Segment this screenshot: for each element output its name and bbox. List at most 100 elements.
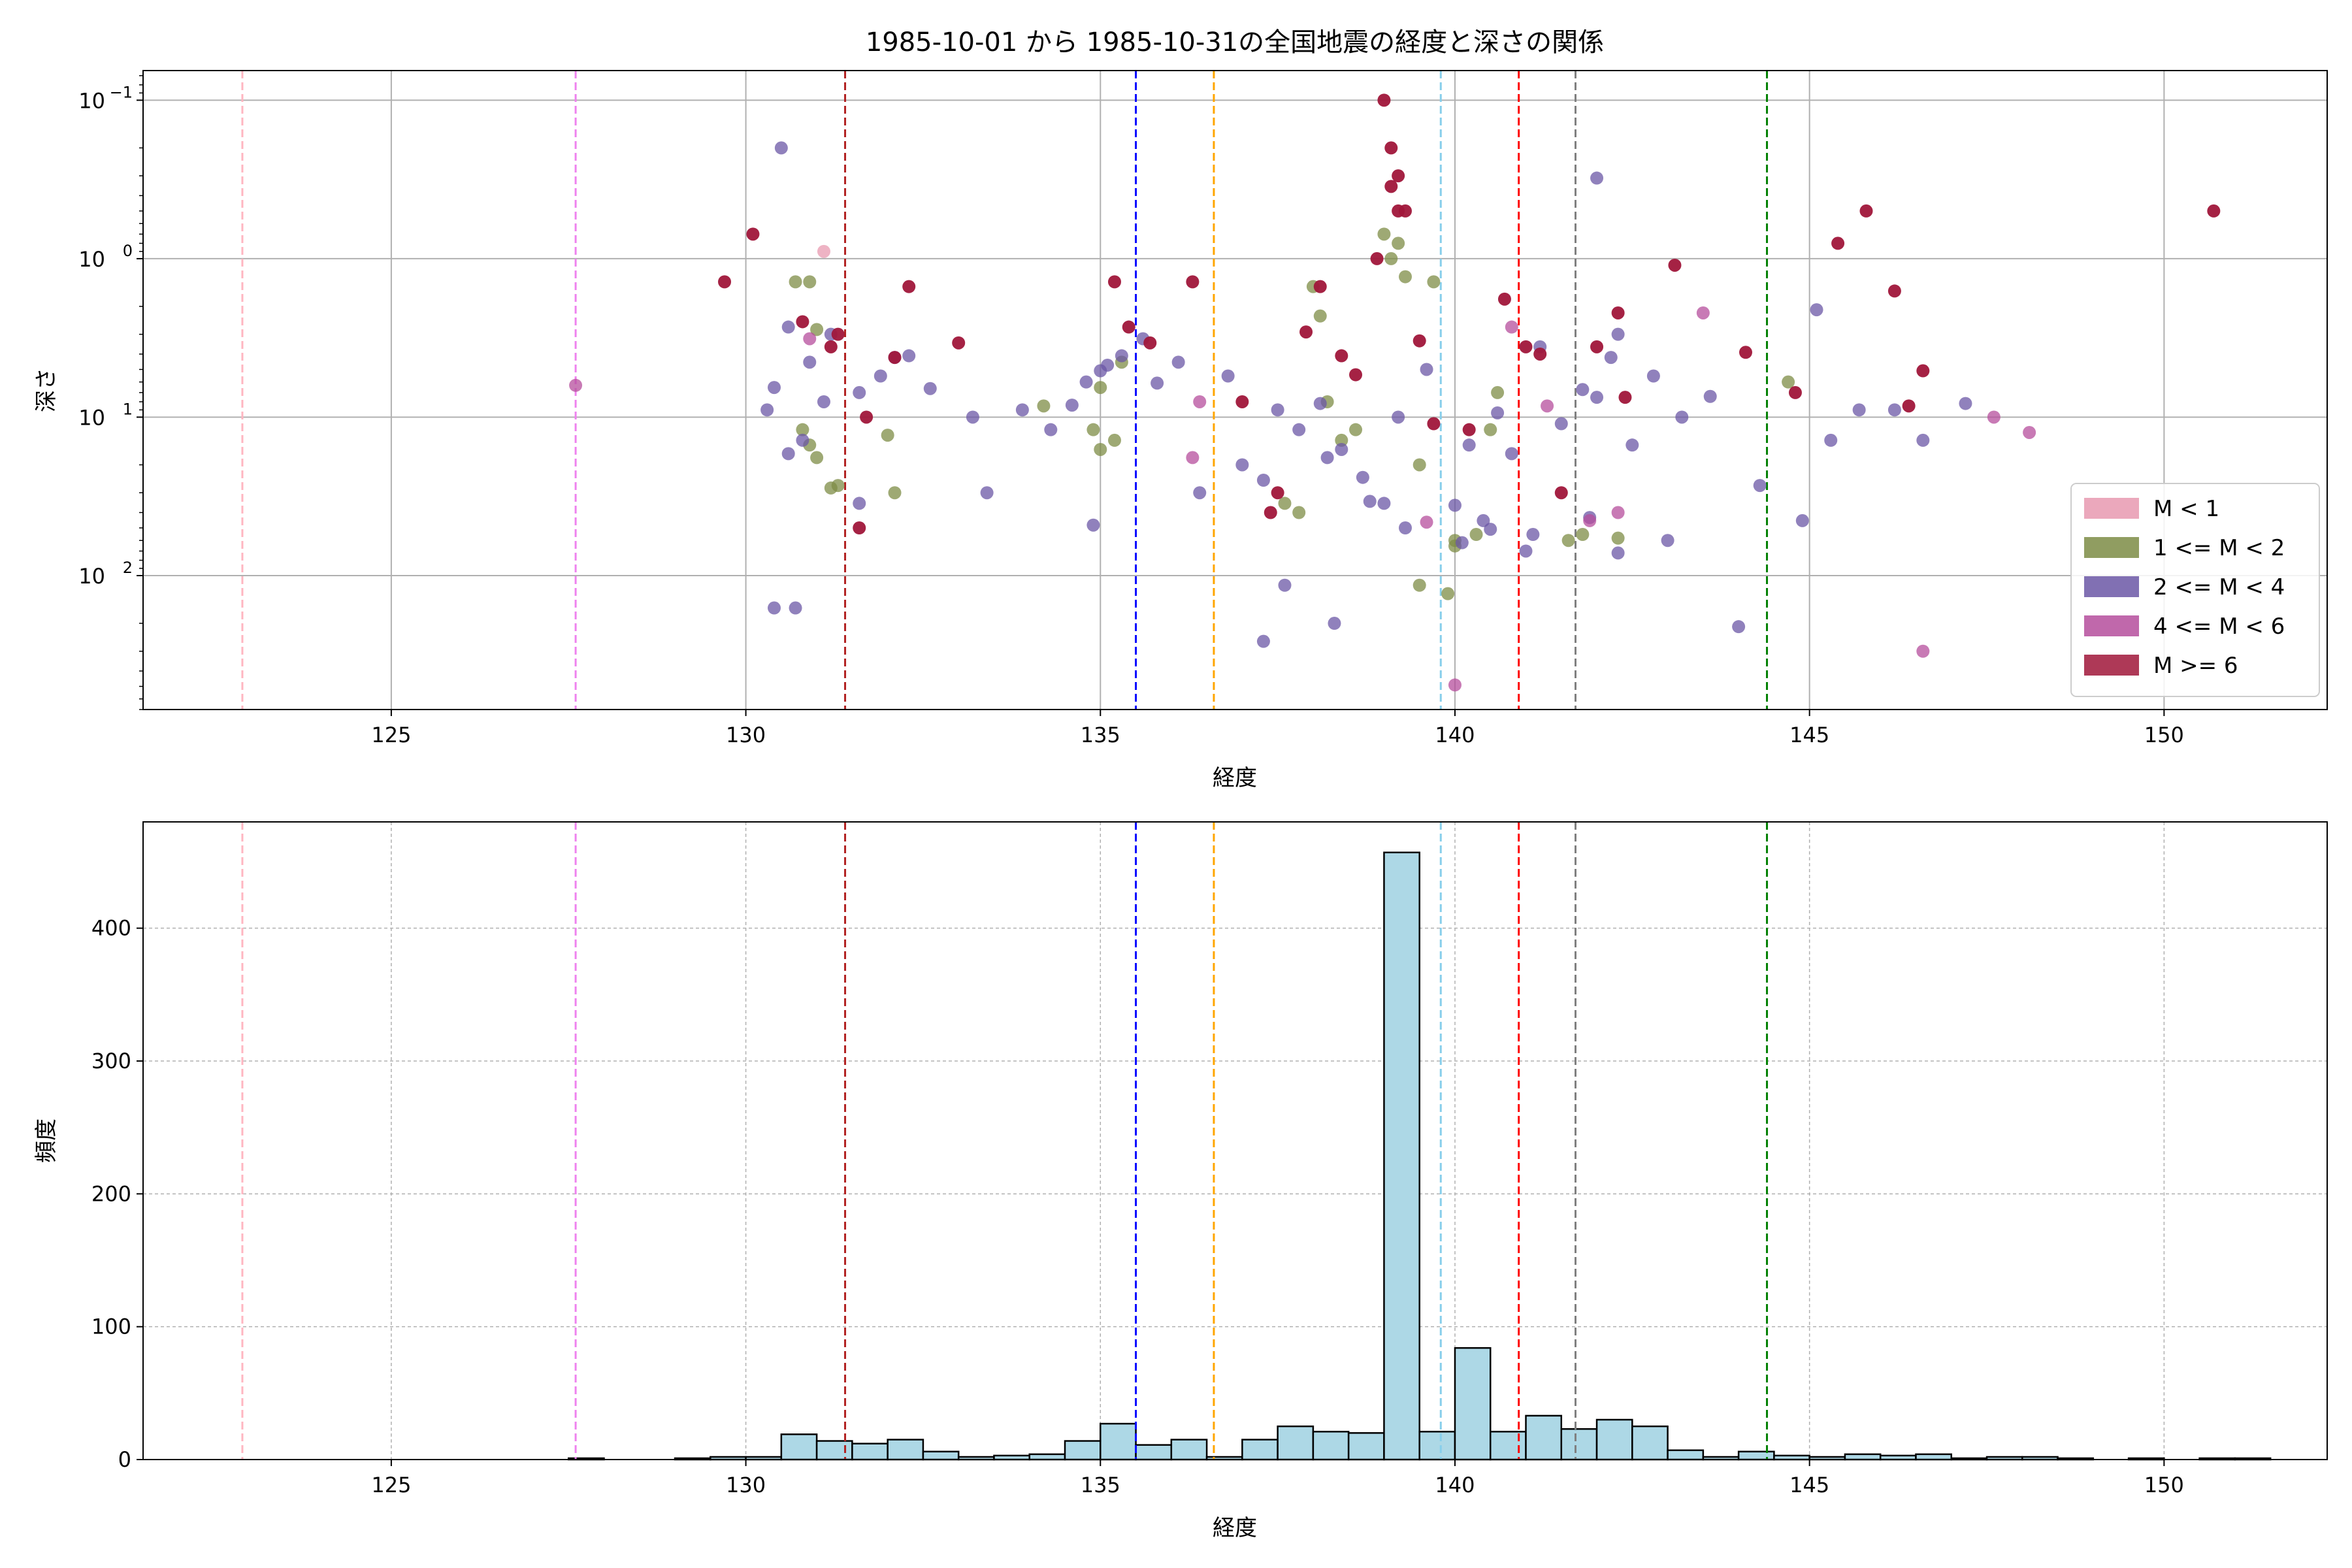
scatter-y-tick-label: 10 (78, 564, 105, 589)
scatter-point (2023, 425, 2036, 439)
histogram-bar (1418, 1431, 1456, 1461)
histogram-bars (567, 851, 2272, 1461)
scatter-y-label: 深さ (33, 368, 59, 412)
scatter-point (1590, 171, 1604, 185)
histogram-bar (922, 1450, 960, 1461)
histogram-bar (1241, 1439, 1279, 1461)
scatter-point (1611, 531, 1625, 545)
histogram-bar (1844, 1453, 1882, 1461)
scatter-point (781, 320, 795, 334)
scatter-point (860, 410, 874, 424)
scatter-x-tick-label: 145 (1789, 723, 1829, 747)
legend-swatch (2084, 537, 2139, 558)
histogram-bar (1631, 1425, 1669, 1461)
histogram-bar (1525, 1414, 1563, 1461)
legend-swatch (2084, 576, 2139, 597)
histogram-bar (1028, 1453, 1066, 1461)
scatter-point (1413, 458, 1426, 472)
scatter-point (1271, 403, 1284, 417)
scatter-point (1852, 403, 1866, 417)
scatter-point (1810, 303, 1823, 317)
scatter-point (1335, 349, 1348, 363)
histogram-bar (1312, 1431, 1350, 1461)
histogram-y-tick-label: 0 (118, 1447, 131, 1472)
scatter-point (1541, 399, 1554, 413)
scatter-grid (143, 71, 2327, 710)
scatter-point (1349, 368, 1363, 382)
scatter-point (1646, 369, 1660, 383)
histogram-grid (143, 822, 2327, 1460)
scatter-point (1086, 518, 1100, 532)
scatter-point (1668, 258, 1682, 272)
histogram-x-tick-label: 135 (1081, 1473, 1120, 1497)
scatter-point (923, 382, 937, 395)
scatter-y-tick-exponent: 0 (123, 242, 133, 260)
scatter-y-tick-exponent: −1 (110, 83, 133, 101)
histogram-y-tick-label: 300 (91, 1049, 131, 1073)
histogram-bar (1135, 1444, 1173, 1461)
histogram-bar (1383, 851, 1420, 1461)
scatter-point (1037, 399, 1051, 413)
scatter-point (1186, 275, 1200, 289)
scatter-point (1462, 438, 1476, 452)
scatter-point (1753, 479, 1767, 493)
scatter-point (1477, 514, 1490, 527)
scatter-point (1441, 587, 1455, 600)
scatter-point (1526, 528, 1540, 542)
scatter-point (1292, 423, 1306, 436)
histogram-x-ticks: 125 130 135 140 145 150 (371, 1460, 2184, 1497)
scatter-point (1696, 306, 1710, 319)
scatter-point (980, 486, 994, 500)
scatter-point (1824, 433, 1838, 447)
scatter-y-tick-label: 10 (78, 247, 105, 272)
legend-label: M < 1 (2153, 496, 2219, 522)
scatter-point (803, 355, 817, 369)
scatter-point (1413, 578, 1426, 592)
histogram-bar (1737, 1450, 1775, 1461)
scatter-point (760, 403, 774, 417)
scatter-point (1356, 470, 1369, 484)
scatter-point (1107, 275, 1121, 289)
scatter-point (2207, 204, 2221, 218)
scatter-points (569, 93, 2221, 692)
scatter-point (1122, 320, 1135, 334)
histogram-bar (815, 1440, 853, 1461)
scatter-point (1916, 364, 1930, 378)
scatter-point (1455, 536, 1469, 549)
scatter-point (1554, 417, 1568, 431)
scatter-point (1703, 389, 1717, 403)
scatter-point (1065, 399, 1079, 412)
scatter-point (810, 323, 824, 336)
scatter-point (1590, 340, 1604, 353)
scatter-point (1384, 252, 1398, 265)
scatter-point (1377, 227, 1391, 241)
scatter-point (881, 429, 894, 442)
scatter-point (789, 601, 802, 615)
scatter-point (767, 601, 781, 615)
scatter-point (1497, 292, 1511, 306)
scatter-point (1271, 486, 1284, 500)
scatter-point (1313, 280, 1327, 293)
scatter-point (817, 244, 830, 258)
histogram-x-tick-label: 150 (2144, 1473, 2184, 1497)
scatter-point (1186, 451, 1200, 465)
scatter-point (767, 381, 781, 395)
scatter-point (1392, 237, 1405, 250)
legend-label: 4 <= M < 6 (2153, 613, 2285, 640)
scatter-point (1611, 546, 1625, 560)
scatter-point (1398, 521, 1412, 535)
scatter-point (1299, 325, 1313, 339)
scatter-x-ticks: 125 130 135 140 145 150 (371, 710, 2184, 747)
scatter-point (803, 332, 817, 346)
histogram-bar (1170, 1439, 1208, 1461)
scatter-point (1235, 458, 1249, 472)
scatter-point (1491, 385, 1505, 399)
histogram-panel: 125 130 135 140 145 150 0 100 200 300 400 経度 頻度 (33, 821, 2328, 1541)
scatter-point (1264, 506, 1277, 519)
scatter-point (1739, 346, 1752, 359)
scatter-point (1887, 284, 1901, 298)
histogram-bar (887, 1439, 924, 1461)
histogram-bar (1489, 1431, 1527, 1461)
scatter-point (1335, 433, 1348, 447)
scatter-point (966, 410, 979, 424)
